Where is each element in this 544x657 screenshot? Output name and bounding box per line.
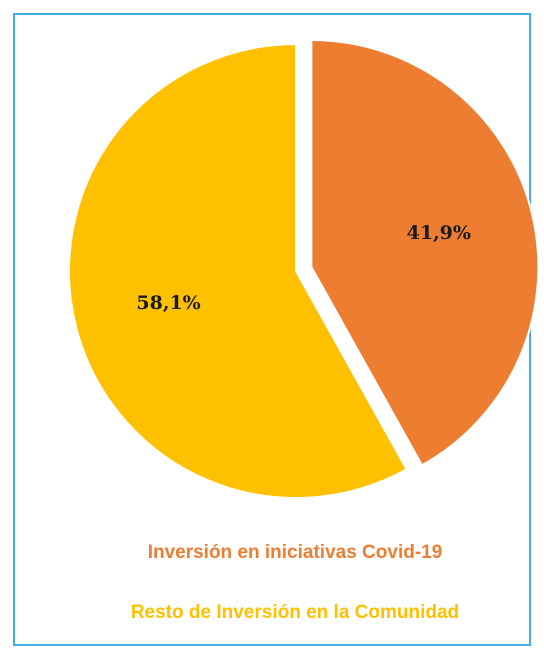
pie-slice — [310, 38, 540, 467]
legend-entry: Inversión en iniciativas Covid-19 — [148, 542, 443, 563]
legend-entry: Resto de Inversión en la Comunidad — [131, 602, 459, 623]
pie-slice — [68, 42, 408, 499]
value-label: 58,1% — [136, 292, 200, 314]
value-label: 41,9% — [407, 222, 471, 244]
